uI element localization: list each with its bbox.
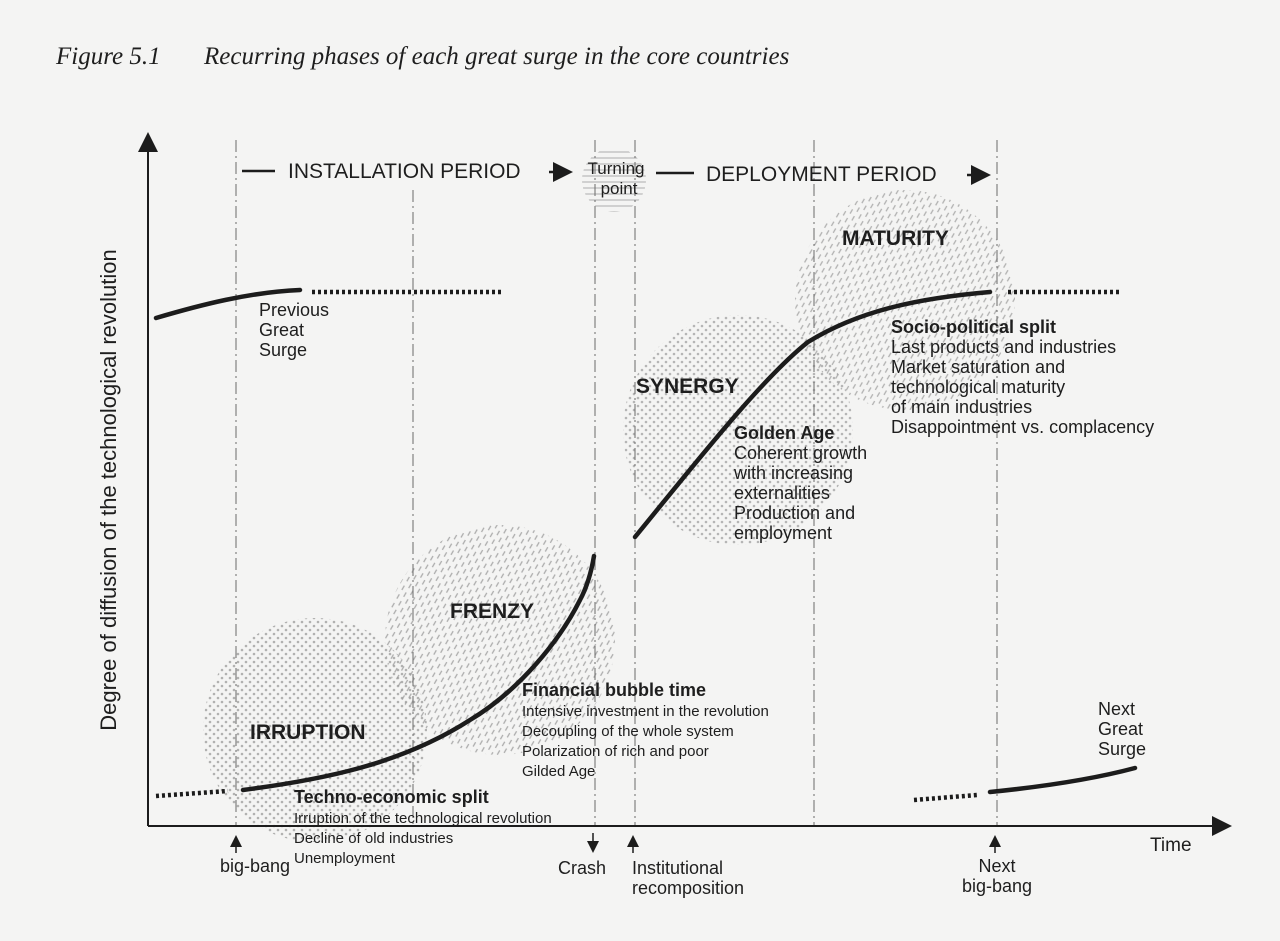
- big-bang-label: big-bang: [220, 856, 290, 876]
- previous-surge-line-3: Surge: [259, 340, 307, 360]
- socio-political-line-4: of main industries: [891, 397, 1032, 417]
- previous-surge-line-2: Great: [259, 320, 304, 340]
- financial-bubble-heading: Financial bubble time: [522, 680, 706, 700]
- turning-point-label-1: Turning: [587, 159, 644, 178]
- figure-title: Recurring phases of each great surge in …: [203, 43, 789, 70]
- turning-point-label-2: point: [601, 179, 638, 198]
- techno-economic-line-3: Unemployment: [294, 850, 396, 867]
- installation-curve: [240, 553, 597, 793]
- phase-frenzy: FRENZY: [450, 600, 534, 623]
- golden-age-line-3: externalities: [734, 483, 830, 503]
- previous-surge-curve: [153, 287, 303, 321]
- synergy-blob: [623, 315, 853, 545]
- socio-political-line-5: Disappointment vs. complacency: [891, 417, 1154, 437]
- institutional-label-1: Institutional: [632, 858, 723, 878]
- financial-bubble-line-2: Decoupling of the whole system: [522, 723, 734, 740]
- turning-point-blob: [582, 148, 646, 212]
- golden-age-line-2: with increasing: [733, 463, 853, 483]
- financial-bubble-line-1: Intensive investment in the revolution: [522, 703, 769, 720]
- next-big-bang-label-2: big-bang: [962, 876, 1032, 896]
- next-surge-line-2: Great: [1098, 719, 1143, 739]
- next-surge-dotted: [913, 792, 978, 803]
- financial-bubble-line-3: Polarization of rich and poor: [522, 743, 709, 760]
- golden-age-line-1: Coherent growth: [734, 443, 867, 463]
- socio-political-line-2: Market saturation and: [891, 357, 1065, 377]
- deployment-curve: [632, 289, 993, 540]
- next-big-bang-label-1: Next: [978, 856, 1015, 876]
- golden-age-line-4: Production and: [734, 503, 855, 523]
- crash-label: Crash: [558, 858, 606, 878]
- deployment-period-label: DEPLOYMENT PERIOD: [706, 163, 937, 186]
- prelude-dotted: [155, 788, 229, 799]
- socio-political-line-1: Last products and industries: [891, 337, 1116, 357]
- frenzy-blob: [385, 525, 615, 755]
- financial-bubble-line-4: Gilded Age: [522, 763, 595, 780]
- techno-economic-heading: Techno-economic split: [294, 787, 489, 807]
- socio-political-heading: Socio-political split: [891, 317, 1056, 337]
- previous-surge-line-1: Previous: [259, 300, 329, 320]
- golden-age-heading: Golden Age: [734, 423, 834, 443]
- phase-irruption: IRRUPTION: [250, 721, 366, 744]
- installation-period-label: INSTALLATION PERIOD: [288, 160, 521, 183]
- next-surge-line-3: Surge: [1098, 739, 1146, 759]
- institutional-label-2: recomposition: [632, 878, 744, 898]
- x-axis-label: Time: [1150, 835, 1192, 856]
- phase-maturity: MATURITY: [842, 227, 949, 250]
- next-surge-line-1: Next: [1098, 699, 1135, 719]
- next-surge-curve: [987, 765, 1138, 795]
- golden-age-line-5: employment: [734, 523, 832, 543]
- phase-synergy: SYNERGY: [636, 375, 739, 398]
- y-axis-label: Degree of diffusion of the technological…: [96, 249, 121, 730]
- techno-economic-line-2: Decline of old industries: [294, 830, 453, 847]
- socio-political-line-3: technological maturity: [891, 377, 1065, 397]
- figure-label: Figure 5.1: [55, 43, 161, 70]
- maturity-blob: [795, 190, 1015, 410]
- techno-economic-line-1: Irruption of the technological revolutio…: [294, 810, 552, 827]
